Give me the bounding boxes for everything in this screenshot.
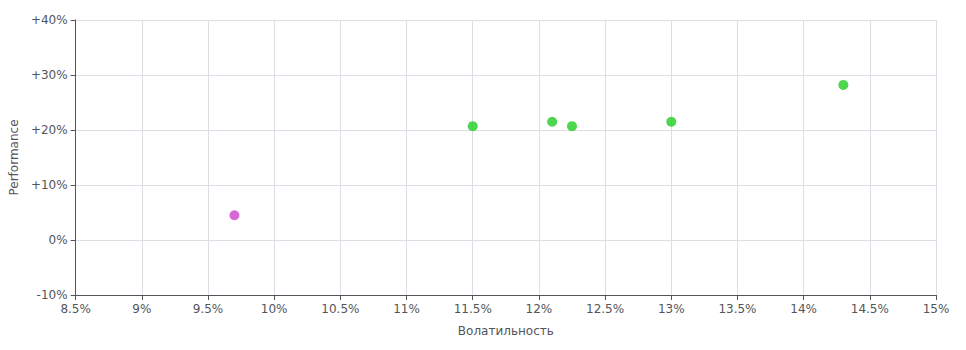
svg-text:Волатильность: Волатильность bbox=[458, 324, 554, 338]
svg-text:-10%: -10% bbox=[37, 288, 68, 302]
svg-text:13.5%: 13.5% bbox=[718, 302, 756, 316]
svg-text:14%: 14% bbox=[790, 302, 817, 316]
svg-text:8.5%: 8.5% bbox=[60, 302, 91, 316]
svg-text:12.5%: 12.5% bbox=[586, 302, 624, 316]
svg-text:+20%: +20% bbox=[31, 123, 68, 137]
svg-text:+10%: +10% bbox=[31, 178, 68, 192]
svg-text:14.5%: 14.5% bbox=[851, 302, 889, 316]
svg-text:11%: 11% bbox=[393, 302, 420, 316]
svg-text:15%: 15% bbox=[923, 302, 950, 316]
svg-text:9%: 9% bbox=[132, 302, 151, 316]
svg-text:10%: 10% bbox=[261, 302, 288, 316]
svg-text:0%: 0% bbox=[49, 233, 68, 247]
svg-text:9.5%: 9.5% bbox=[193, 302, 224, 316]
svg-text:10.5%: 10.5% bbox=[321, 302, 359, 316]
svg-text:13%: 13% bbox=[658, 302, 685, 316]
svg-text:Performance: Performance bbox=[7, 119, 21, 195]
svg-text:+30%: +30% bbox=[31, 68, 68, 82]
svg-text:11.5%: 11.5% bbox=[454, 302, 492, 316]
svg-text:+40%: +40% bbox=[31, 13, 68, 27]
svg-text:12%: 12% bbox=[526, 302, 553, 316]
